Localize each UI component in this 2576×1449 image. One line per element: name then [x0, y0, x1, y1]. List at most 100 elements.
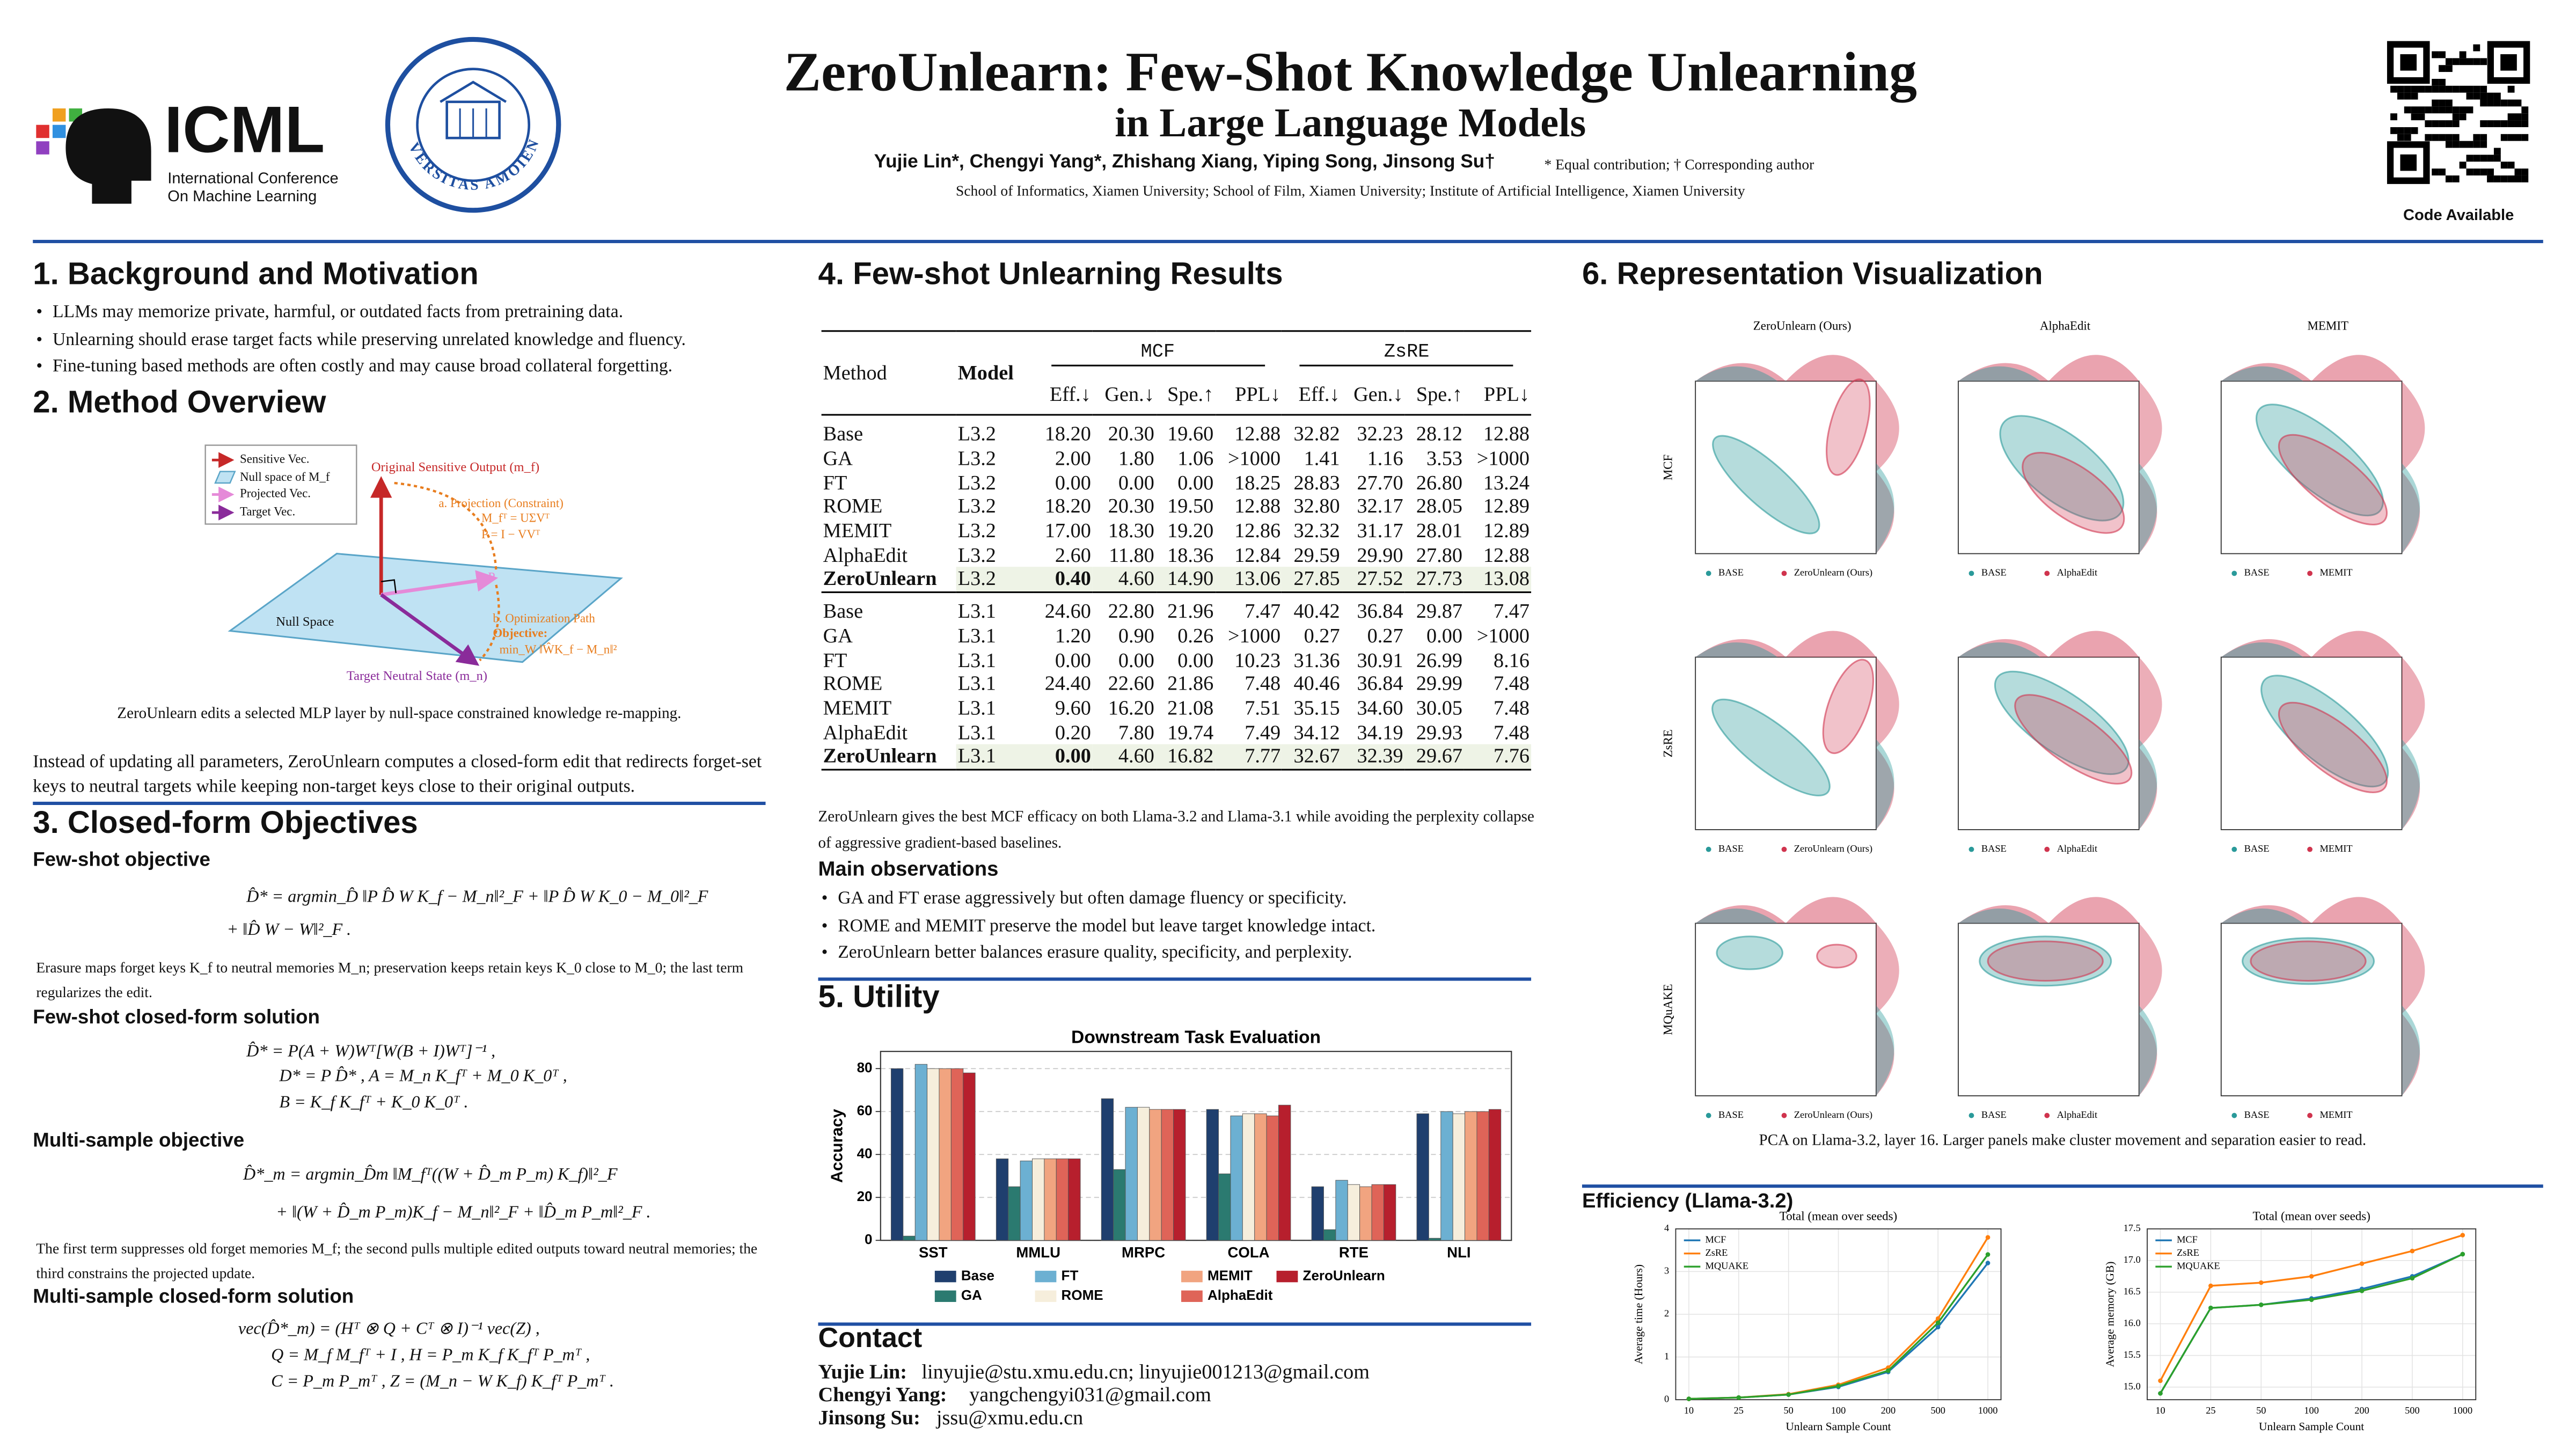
marginal-right — [2402, 657, 2425, 830]
panel-title: MEMIT — [2308, 319, 2348, 332]
formula: D* = P D̂* , A = M_n K_fᵀ + M_0 K_0ᵀ , — [279, 1067, 567, 1086]
table-cell: 0.27 — [1304, 624, 1340, 647]
qr-module — [2418, 85, 2425, 93]
legend-label: BASE — [2244, 1109, 2270, 1120]
pca-panel: BASE AlphaEdit — [1958, 631, 2162, 854]
legend-dot — [2044, 846, 2050, 852]
qr-module — [2480, 169, 2487, 175]
section-title: 2. Method Overview — [33, 386, 326, 421]
pca-panels: BASE ZeroUnlearn (Ours) ZeroUnlearn (Ours)… — [1661, 319, 2425, 1121]
legend-label: BASE — [1981, 843, 2007, 854]
table-row: FT L3.1 0.00 0.00 0.00 10.23 31.36 30.91 26.99 8.… — [822, 648, 1531, 672]
legend-dot — [1706, 1113, 1711, 1118]
legend-label: BASE — [2244, 567, 2270, 578]
table-cell: 29.67 — [1404, 744, 1465, 770]
table-cell: 32.82 — [1293, 422, 1340, 446]
marginal-right — [2402, 923, 2425, 1096]
table-cell: 20.30 — [1108, 495, 1154, 518]
diagram-label: P = I − VVᵀ — [481, 528, 540, 541]
bar — [1428, 1238, 1441, 1241]
legend-label: MEMIT — [2319, 1109, 2352, 1120]
bullet: ZeroUnlearn better balances erasure qual… — [818, 943, 1375, 971]
marginal-right — [2139, 1005, 2157, 1096]
table-cell: 20.30 — [1108, 422, 1154, 446]
y-tick-label: 15.0 — [2124, 1381, 2141, 1392]
legend-swatch — [1181, 1290, 1203, 1302]
subheading: Main observations — [818, 857, 999, 881]
legend-dot — [1781, 1113, 1787, 1118]
qr-module — [2411, 106, 2418, 114]
plot-frame — [1675, 1228, 2002, 1401]
qr-module — [2500, 175, 2508, 182]
bar — [1440, 1111, 1453, 1241]
table-row: FT L3.2 0.00 0.00 0.00 18.25 28.83 27.70 26.80 13… — [822, 471, 1531, 495]
table-cell: 12.88 — [1234, 422, 1281, 446]
table-cell: 1.80 — [1118, 447, 1154, 470]
legend-dot — [2307, 846, 2312, 852]
table-cell: 24.60 — [1044, 599, 1091, 623]
marginal-top — [2221, 908, 2303, 924]
qr-module — [2466, 106, 2473, 114]
metric-header: PPL↓ — [1483, 383, 1529, 406]
table-cell: MEMIT — [823, 696, 892, 720]
table-cell: 11.80 — [1109, 543, 1154, 567]
qr-module — [2521, 134, 2529, 141]
group-header: MCF — [1034, 331, 1283, 375]
code-label: Code Available — [2403, 207, 2514, 225]
table-row: MEMIT L3.1 9.60 16.20 21.08 7.51 35.15 34.60 30.… — [822, 696, 1531, 720]
panel-frame — [1958, 656, 2140, 830]
chart-title: Total (mean over seeds) — [2252, 1210, 2370, 1223]
table-cell: L3.1 — [957, 648, 996, 671]
table-cell: Base — [823, 599, 863, 623]
x-tick-label: 50 — [2256, 1405, 2266, 1416]
marginal-top — [2221, 631, 2402, 657]
qr-module — [2397, 85, 2404, 93]
qr-module — [2507, 120, 2515, 127]
method-diagram — [204, 444, 623, 666]
qr-module — [2473, 58, 2480, 65]
legend-label: MQUAKE — [2177, 1260, 2220, 1271]
table-cell: 29.93 — [1416, 720, 1462, 744]
y-tick-label: 3 — [1664, 1265, 1669, 1276]
table-cell: 3.53 — [1426, 447, 1462, 470]
y-tick-label: 20 — [857, 1188, 873, 1204]
legend-label: AlphaEdit — [2057, 843, 2097, 854]
formula: C = P_m P_mᵀ , Z = (M_n − W K_f) K_fᵀ P_… — [271, 1373, 614, 1392]
legend-label: AlphaEdit — [2057, 1109, 2097, 1120]
marginal-right — [2402, 463, 2420, 554]
figure-caption: PCA on Llama-3.2, layer 16. Larger panel… — [1759, 1133, 2367, 1150]
table-block: Base L3.1 24.60 22.80 21.96 7.47 40.42 36.84 29.… — [821, 591, 1532, 770]
qr-module — [2466, 141, 2473, 148]
qr-module — [2459, 106, 2467, 114]
qr-module — [2507, 85, 2515, 93]
cluster-red — [1816, 943, 1857, 969]
marginal-right — [1876, 1005, 1894, 1096]
table-cell: 29.59 — [1293, 543, 1340, 567]
table-cell: 0.00 — [1055, 471, 1091, 494]
contact-name: Yujie Lin: — [818, 1360, 908, 1384]
marginal-right — [1876, 923, 1899, 1096]
cluster-teal — [1994, 670, 2129, 775]
subheading: Multi-sample closed-form solution — [33, 1284, 354, 1308]
legend-label: MEMIT — [2319, 567, 2352, 578]
table-cell: 26.99 — [1416, 648, 1462, 671]
table-cell: 12.84 — [1234, 543, 1281, 567]
marginal-top — [1695, 642, 1778, 657]
bar — [1020, 1160, 1033, 1241]
table-cell: 1.41 — [1304, 447, 1340, 470]
table-cell: 28.83 — [1293, 471, 1340, 494]
section-title: 1. Background and Motivation — [33, 258, 479, 292]
table-cell: 7.48 — [1494, 720, 1529, 744]
table-cell: L3.2 — [957, 543, 996, 567]
cluster-teal — [1711, 698, 1831, 796]
qr-module — [2493, 148, 2501, 155]
point — [1935, 1320, 1941, 1326]
row-label: ZsRE — [1661, 729, 1674, 757]
qr-module — [2507, 162, 2515, 169]
table-cell: ROME — [823, 495, 883, 518]
qr-module — [2445, 134, 2453, 141]
qr-module — [2473, 92, 2480, 100]
table-cell: 4.60 — [1092, 567, 1156, 592]
point — [1836, 1384, 1841, 1388]
